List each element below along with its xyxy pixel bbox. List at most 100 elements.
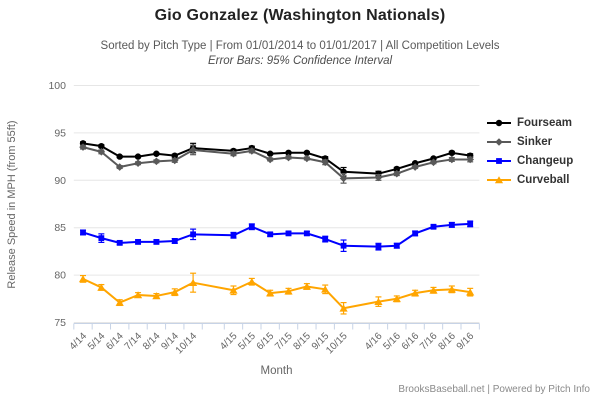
marker-fourseam[interactable]: [153, 150, 160, 157]
marker-curveball[interactable]: [429, 286, 438, 294]
marker-curveball[interactable]: [78, 275, 88, 283]
marker-changeup[interactable]: [393, 242, 400, 249]
y-tick-label: 95: [54, 127, 66, 139]
marker-curveball[interactable]: [152, 292, 161, 300]
marker-curveball[interactable]: [466, 288, 475, 296]
marker-changeup[interactable]: [248, 223, 255, 230]
x-tick-label: 7/15: [273, 331, 295, 353]
marker-curveball[interactable]: [266, 289, 275, 297]
marker-sinker[interactable]: [248, 147, 256, 155]
marker-sinker[interactable]: [79, 143, 87, 151]
marker-curveball[interactable]: [189, 278, 198, 286]
marker-changeup[interactable]: [190, 231, 196, 238]
marker-changeup[interactable]: [153, 239, 160, 245]
marker-curveball[interactable]: [411, 289, 420, 297]
marker-sinker[interactable]: [448, 155, 456, 164]
marker-sinker[interactable]: [303, 154, 311, 163]
y-tick-label: 75: [54, 317, 66, 329]
marker-sinker[interactable]: [284, 153, 293, 162]
marker-sinker[interactable]: [392, 169, 401, 178]
y-tick-label: 85: [54, 222, 66, 234]
x-axis-title: Month: [260, 365, 293, 377]
marker-curveball[interactable]: [339, 304, 348, 312]
x-tick-label: 6/16: [400, 331, 422, 353]
legend-label: Sinker: [517, 135, 553, 148]
marker-curveball[interactable]: [133, 291, 143, 299]
marker-curveball[interactable]: [284, 287, 293, 295]
legend-glyph-fourseam: [495, 119, 503, 126]
marker-changeup[interactable]: [230, 232, 237, 239]
marker-fourseam[interactable]: [134, 153, 142, 160]
marker-sinker[interactable]: [266, 155, 274, 164]
x-tick-label: 4/15: [218, 331, 240, 353]
marker-curveball[interactable]: [447, 285, 456, 293]
marker-sinker[interactable]: [115, 163, 124, 171]
marker-sinker[interactable]: [152, 157, 161, 166]
marker-fourseam[interactable]: [393, 165, 400, 173]
marker-curveball[interactable]: [302, 282, 311, 290]
x-tick-label: 6/15: [255, 331, 277, 353]
legend-item-curveball[interactable]: Curveball: [487, 170, 573, 189]
marker-fourseam[interactable]: [266, 150, 274, 157]
marker-sinker[interactable]: [374, 173, 383, 182]
marker-curveball[interactable]: [229, 286, 238, 294]
marker-sinker[interactable]: [411, 163, 419, 171]
marker-changeup[interactable]: [430, 223, 437, 230]
series-line-curveball: [82, 277, 471, 310]
x-tick-label: 5/15: [236, 331, 258, 353]
x-tick-label: 10/15: [324, 331, 350, 357]
marker-sinker[interactable]: [466, 155, 474, 164]
marker-fourseam[interactable]: [303, 149, 311, 157]
marker-sinker[interactable]: [170, 156, 179, 165]
marker-curveball[interactable]: [170, 288, 179, 296]
marker-changeup[interactable]: [285, 230, 292, 237]
marker-curveball[interactable]: [97, 283, 106, 291]
marker-changeup[interactable]: [322, 236, 329, 242]
series-line-changeup: [82, 222, 471, 248]
legend-marker-changeup-icon: [487, 157, 511, 164]
x-tick-label: 5/16: [381, 331, 403, 353]
marker-changeup[interactable]: [98, 235, 105, 242]
marker-sinker[interactable]: [429, 158, 438, 167]
marker-curveball[interactable]: [247, 277, 256, 286]
marker-changeup[interactable]: [375, 243, 382, 250]
marker-fourseam[interactable]: [98, 142, 105, 150]
x-tick-label: 7/14: [123, 331, 145, 353]
legend: Fourseam Sinker Changeup Curveball: [487, 113, 573, 189]
marker-changeup[interactable]: [412, 230, 419, 237]
marker-sinker[interactable]: [229, 149, 238, 158]
legend-label: Curveball: [517, 173, 570, 186]
marker-fourseam[interactable]: [285, 149, 292, 157]
marker-changeup[interactable]: [171, 238, 178, 244]
marker-changeup[interactable]: [80, 229, 86, 236]
marker-changeup[interactable]: [340, 242, 347, 249]
marker-changeup[interactable]: [116, 239, 123, 246]
x-tick-label: 6/14: [104, 331, 126, 353]
y-tick-label: 80: [54, 270, 66, 282]
footer-credit[interactable]: BrooksBaseball.net | Powered by Pitch In…: [398, 384, 590, 395]
legend-item-changeup[interactable]: Changeup: [487, 151, 573, 170]
marker-curveball[interactable]: [374, 297, 383, 305]
x-tick-label: 10/14: [174, 331, 200, 357]
legend-glyph-changeup: [496, 157, 502, 164]
marker-sinker[interactable]: [97, 148, 106, 156]
marker-changeup[interactable]: [303, 230, 310, 237]
marker-curveball[interactable]: [321, 285, 330, 293]
marker-sinker[interactable]: [321, 158, 330, 167]
legend-item-fourseam[interactable]: Fourseam: [487, 113, 573, 132]
marker-sinker[interactable]: [339, 174, 348, 183]
marker-fourseam[interactable]: [171, 152, 178, 159]
marker-changeup[interactable]: [448, 221, 455, 228]
marker-sinker[interactable]: [189, 146, 197, 154]
legend-item-sinker[interactable]: Sinker: [487, 132, 573, 151]
marker-changeup[interactable]: [135, 239, 141, 245]
marker-curveball[interactable]: [115, 298, 124, 306]
marker-changeup[interactable]: [267, 231, 274, 238]
x-tick-label: 4/16: [363, 331, 385, 353]
marker-sinker[interactable]: [134, 159, 142, 168]
marker-changeup[interactable]: [467, 221, 474, 227]
marker-fourseam[interactable]: [116, 153, 123, 160]
marker-fourseam[interactable]: [448, 149, 456, 157]
marker-curveball[interactable]: [392, 295, 401, 303]
